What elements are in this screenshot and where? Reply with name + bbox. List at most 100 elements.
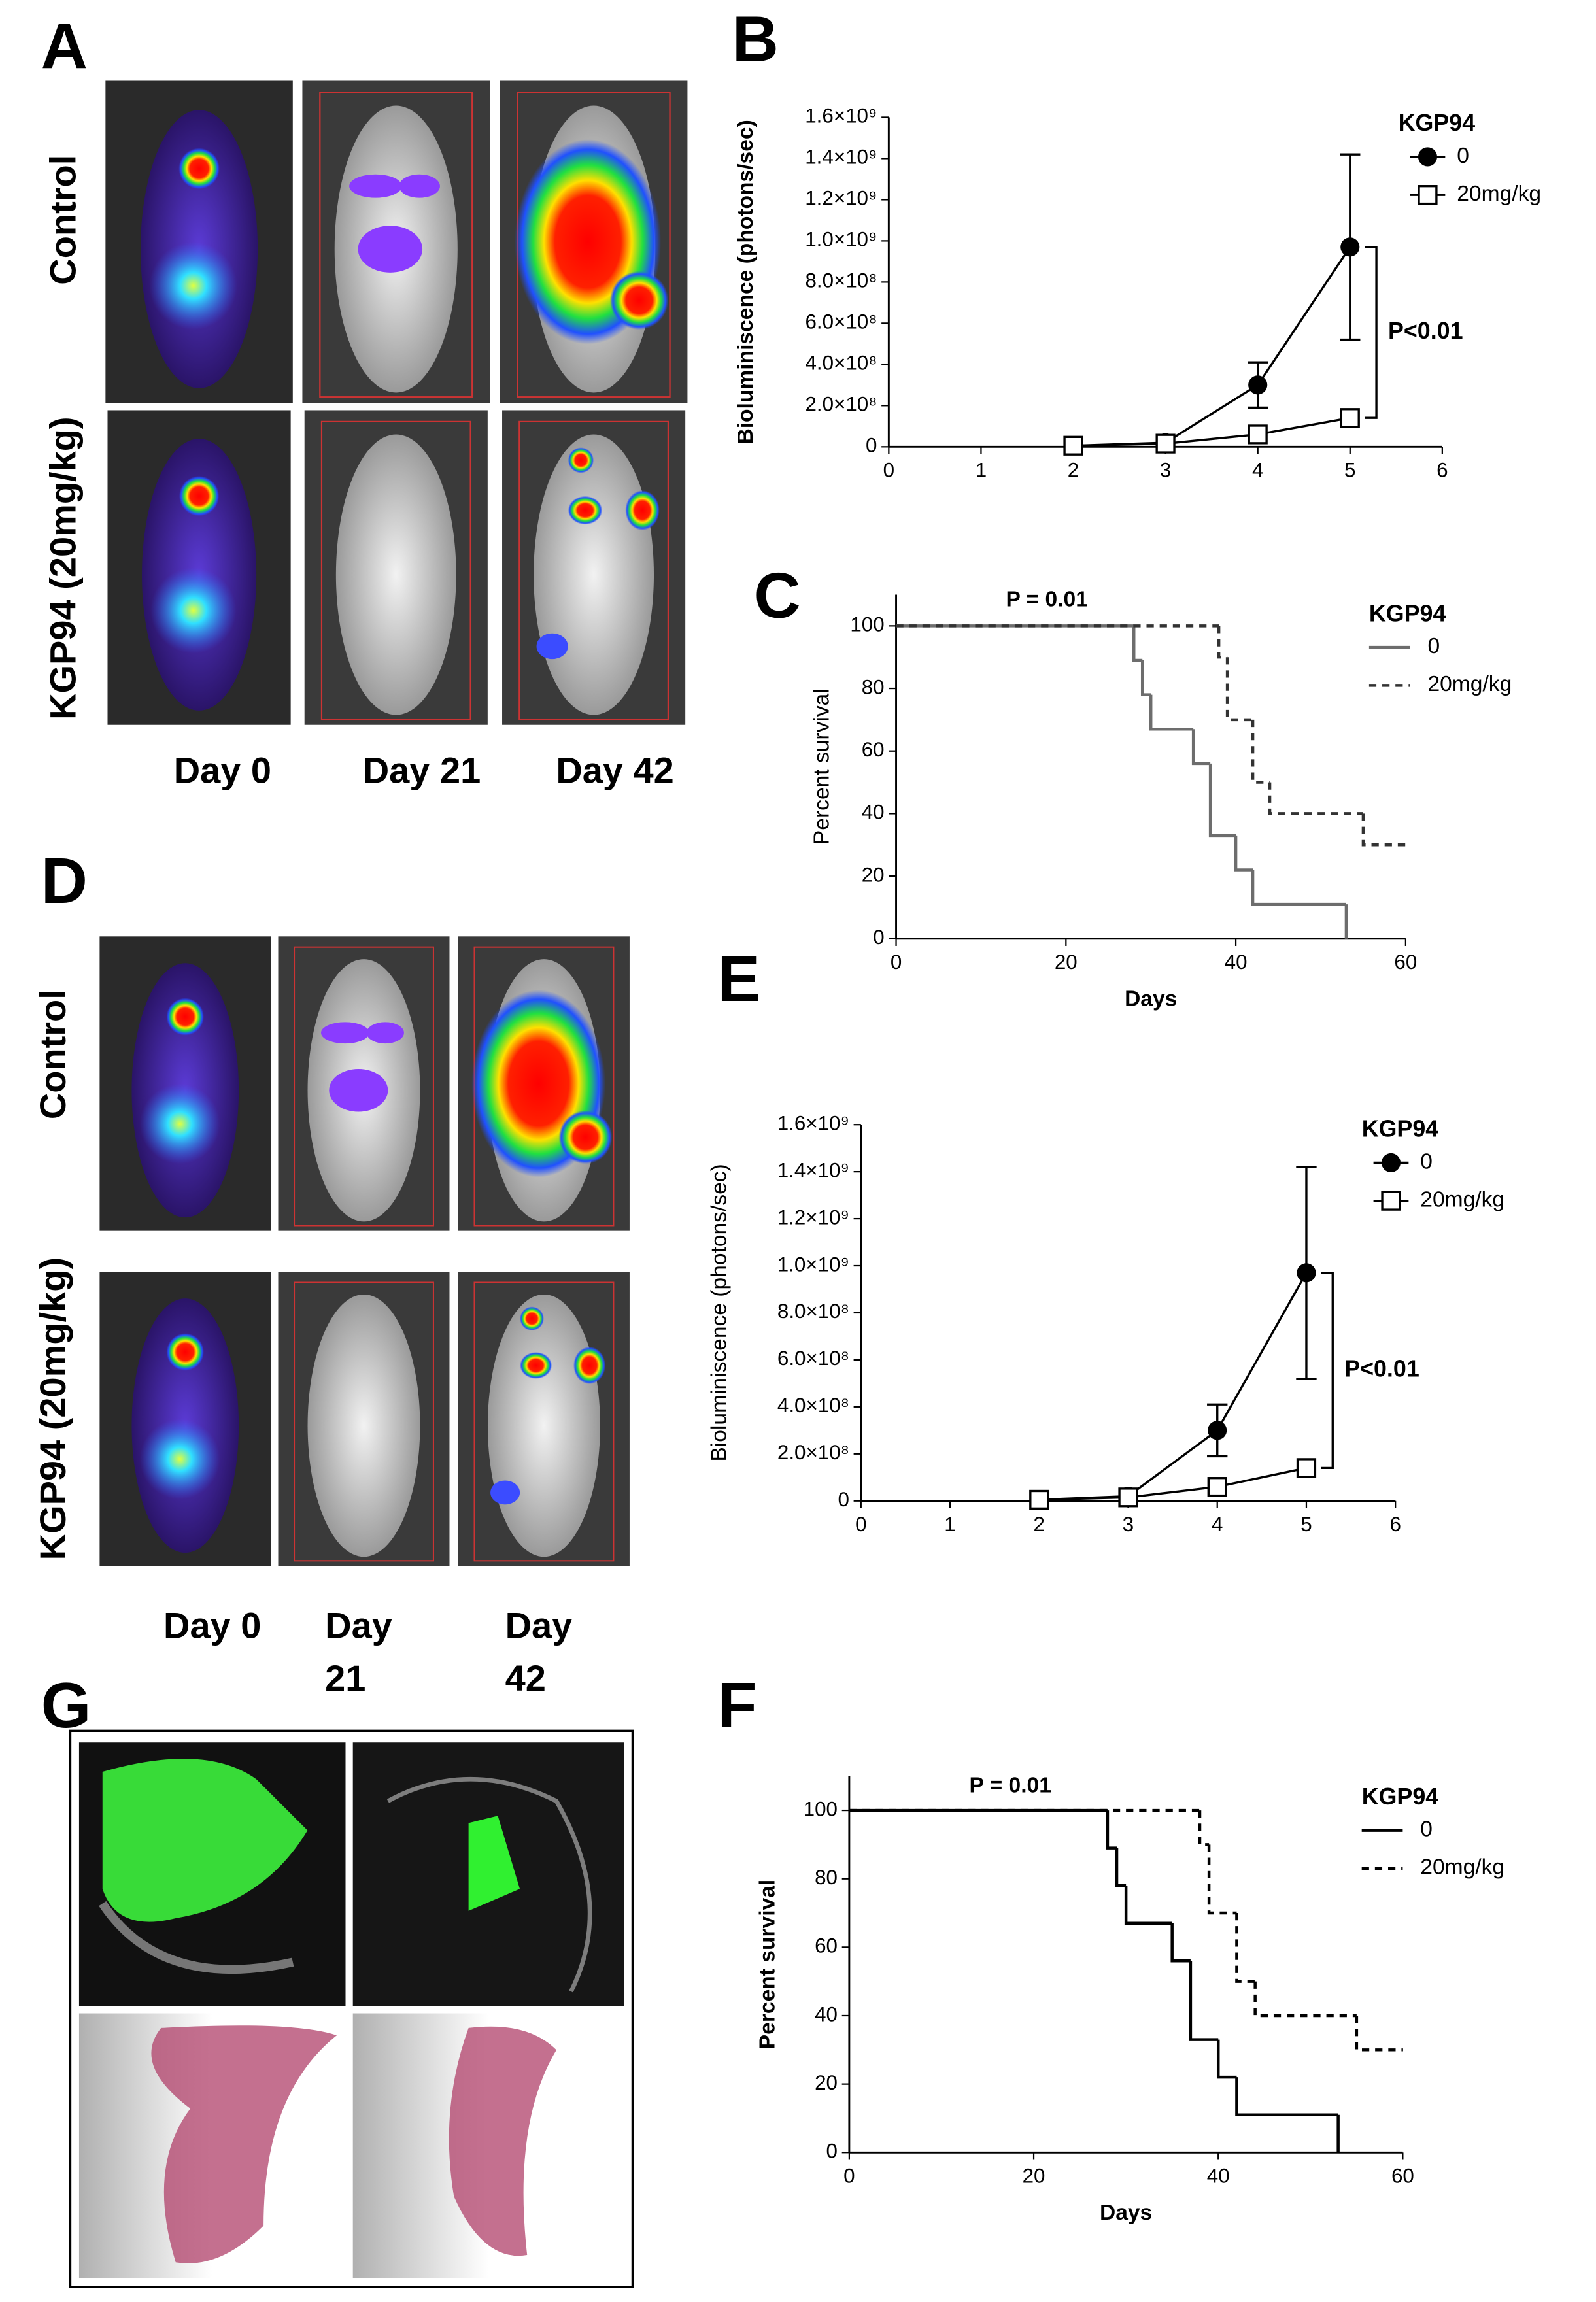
x-axis-label: Days — [1125, 987, 1177, 1011]
survival-step — [1140, 660, 1151, 696]
x-tick-label: 1 — [944, 1513, 955, 1536]
x-tick-label: 6 — [1436, 459, 1448, 482]
survival-step — [1189, 1961, 1219, 2041]
marker — [1340, 408, 1360, 428]
y-tick-label: 60 — [862, 738, 885, 761]
day-label: 21 — [325, 1657, 365, 1699]
mouse-image — [501, 410, 687, 725]
marker — [1381, 1191, 1401, 1211]
significance-bracket — [1365, 246, 1378, 419]
series-line — [1073, 416, 1351, 447]
row-label: KGP94 (20mg/kg) — [32, 1257, 73, 1560]
y-tick-label: 1.4×10⁹ — [777, 1159, 849, 1181]
survival-step — [1251, 870, 1346, 906]
mouse-image — [105, 80, 293, 403]
x-tick-label: 40 — [1207, 2165, 1230, 2188]
legend-label: 20mg/kg — [1420, 1188, 1504, 1212]
mouse-image — [99, 936, 271, 1231]
x-tick-label: 40 — [1225, 951, 1248, 973]
x-tick-label: 20 — [1055, 951, 1078, 973]
survival-step — [1191, 729, 1211, 766]
chart: 0 20 40 60 80 100 0 20 40 60 Percent survival Days K… — [756, 1773, 1504, 2225]
survival-step — [1235, 2077, 1338, 2116]
y-tick-label: 20 — [862, 863, 885, 886]
y-tick-label: 20 — [815, 2071, 838, 2094]
day-label: Day — [325, 1604, 392, 1646]
mouse-image — [278, 1271, 450, 1567]
mouse-image — [458, 1271, 630, 1567]
y-axis-label: Bioluminiscence (photons/sec) — [734, 120, 758, 444]
x-tick-label: 20 — [1023, 2165, 1045, 2188]
x-tick-label: 0 — [855, 1513, 866, 1536]
marker — [1118, 1487, 1138, 1508]
series-line — [1073, 246, 1351, 447]
survival-step — [1207, 1844, 1237, 1915]
mouse-image — [301, 80, 491, 403]
series-line — [1039, 1466, 1307, 1501]
x-tick-label: 3 — [1123, 1513, 1134, 1536]
marker — [1248, 375, 1268, 395]
x-tick-label: 0 — [843, 2165, 855, 2188]
x-axis-label: Days — [1100, 2201, 1152, 2225]
survival-step — [1234, 835, 1253, 872]
x-tick-label: 60 — [1391, 2165, 1414, 2188]
legend-label: 0 — [1457, 144, 1469, 168]
marker — [1296, 1458, 1317, 1478]
x-tick-label: 4 — [1252, 459, 1263, 482]
marker — [1340, 237, 1360, 257]
row-label: Control — [42, 155, 84, 285]
survival-step — [1124, 1886, 1172, 1925]
row-label: Control — [32, 989, 73, 1119]
legend-title: KGP94 — [1362, 1116, 1439, 1142]
day-label: Day 42 — [556, 750, 673, 791]
x-tick-label: 0 — [883, 459, 894, 482]
y-tick-label: 60 — [815, 1935, 838, 1957]
y-tick-label: 0 — [873, 926, 884, 949]
x-tick-label: 5 — [1300, 1513, 1312, 1536]
significance-bracket — [1321, 1272, 1334, 1470]
legend-label: 0 — [1420, 1817, 1433, 1841]
legend-label: 0 — [1420, 1149, 1433, 1174]
legend-title: KGP94 — [1399, 110, 1476, 136]
y-tick-label: 1.2×10⁹ — [777, 1206, 849, 1228]
day-label: 42 — [505, 1657, 546, 1699]
survival-step — [1132, 626, 1143, 662]
x-tick-label: 2 — [1068, 459, 1079, 482]
survival-step — [1149, 694, 1194, 731]
mouse-image — [303, 410, 488, 725]
mouse-image — [458, 936, 630, 1232]
y-tick-label: 4.0×10⁸ — [805, 352, 877, 375]
survival-step — [1217, 626, 1228, 659]
x-tick-label: 1 — [976, 459, 987, 482]
marker — [1208, 1421, 1227, 1440]
y-tick-label: 6.0×10⁸ — [777, 1347, 849, 1370]
survival-step — [1115, 1848, 1127, 1887]
panel-letter: C — [754, 559, 800, 631]
marker — [1029, 1489, 1049, 1510]
marker — [1207, 1477, 1227, 1497]
y-tick-label: 1.2×10⁹ — [805, 187, 877, 210]
survival-step — [1170, 1923, 1191, 1963]
y-tick-label: 1.6×10⁹ — [777, 1111, 849, 1134]
y-tick-label: 40 — [815, 2003, 838, 2025]
annotation: P = 0.01 — [1006, 587, 1087, 611]
marker — [1248, 424, 1268, 445]
marker — [1297, 1263, 1316, 1283]
survival-step — [1235, 1913, 1255, 1983]
legend-title: KGP94 — [1362, 1784, 1439, 1810]
y-tick-label: 100 — [850, 613, 884, 636]
legend-label: 0 — [1427, 634, 1440, 658]
y-tick-label: 8.0×10⁸ — [805, 269, 877, 292]
survival-step — [1225, 657, 1253, 722]
mouse-image — [107, 410, 291, 725]
marker — [1063, 435, 1083, 456]
y-axis-label: Percent survival — [809, 688, 834, 845]
y-tick-label: 4.0×10⁸ — [777, 1394, 849, 1417]
day-label: Day 0 — [174, 750, 271, 791]
survival-step — [1208, 763, 1236, 838]
day-label: Day 21 — [363, 750, 481, 791]
panel-letter: D — [41, 845, 88, 917]
marker — [1418, 147, 1438, 167]
survival-step — [1251, 719, 1270, 784]
